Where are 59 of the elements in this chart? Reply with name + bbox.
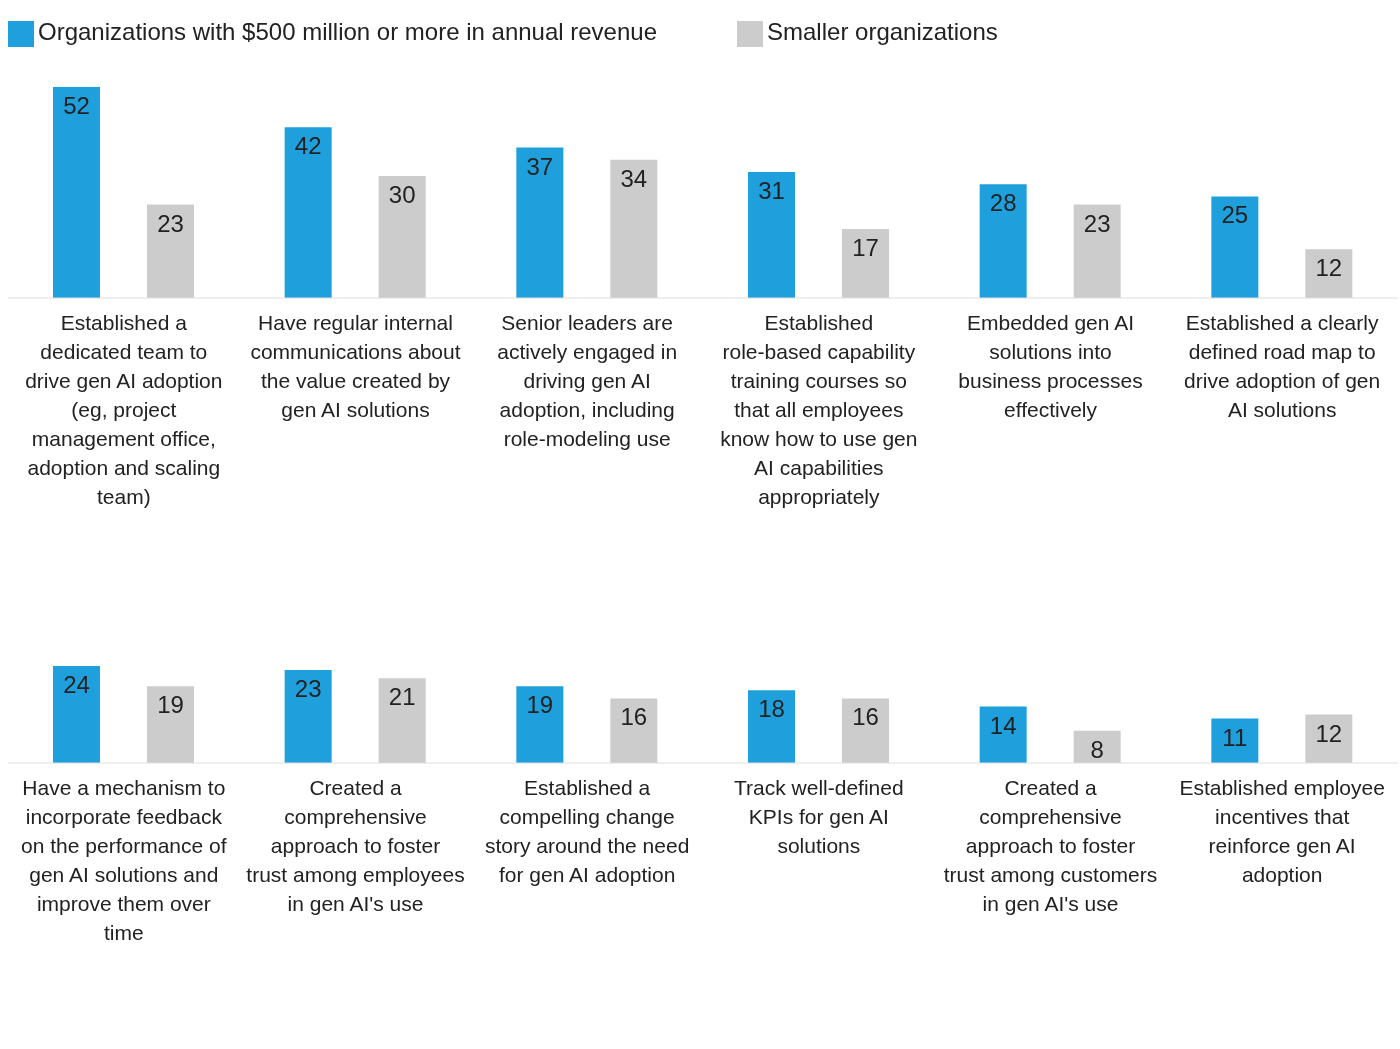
x-tick-label: Embedded gen AI solutions into business processes effectively	[958, 311, 1143, 421]
data-label: 8	[1090, 735, 1104, 763]
legend-label: Smaller organizations	[767, 18, 998, 45]
bar	[53, 86, 100, 298]
x-tick-label: Established a clearly defined road map to drive adoption of gen AI solutions	[1184, 311, 1381, 421]
data-label: 30	[388, 181, 416, 209]
bar	[842, 228, 889, 298]
bar	[1211, 196, 1259, 298]
x-tick-label: Senior leaders are actively engaged in driving gen AI adoption, including role-modeling use	[497, 311, 678, 450]
bar	[378, 678, 426, 763]
bar	[147, 204, 194, 298]
bar	[748, 690, 795, 763]
bar	[610, 698, 658, 763]
bar	[378, 176, 426, 298]
data-label: 19	[526, 691, 554, 719]
data-label: 12	[1315, 719, 1343, 747]
data-label: 12	[1315, 254, 1343, 282]
bar	[979, 706, 1027, 763]
data-label: 14	[989, 711, 1017, 739]
bar	[284, 670, 332, 763]
data-label: 18	[758, 695, 785, 723]
bar	[748, 172, 795, 298]
x-tick-label: Established role-based capability training courses so that all employees know how to use gen AI capabilities appropriately	[720, 311, 918, 508]
data-label: 42	[294, 132, 322, 160]
data-label: 37	[526, 152, 554, 180]
x-tick-label: Track well-defined KPIs for gen AI solutions	[734, 776, 904, 857]
bar	[610, 159, 658, 298]
x-tick-label: Established employee incentives that reinforce gen AI adoption	[1179, 776, 1385, 886]
bar	[516, 147, 564, 298]
data-label: 34	[620, 164, 648, 192]
bar	[1073, 204, 1121, 298]
data-label: 23	[1083, 209, 1111, 237]
x-tick-label: Established a compelling change story around the need for gen AI adoption	[485, 776, 690, 886]
bar	[842, 698, 889, 763]
data-label: 16	[620, 703, 648, 731]
data-label: 21	[388, 683, 416, 711]
data-label: 23	[157, 209, 184, 237]
bar	[147, 686, 194, 763]
data-label: 16	[852, 703, 879, 731]
bar	[53, 666, 100, 763]
bar	[1305, 249, 1353, 298]
data-label: 24	[63, 671, 90, 699]
x-tick-label: Created a comprehensive approach to foster trust among customers in gen AI's use	[943, 776, 1158, 915]
x-tick-label: Created a comprehensive approach to foster trust among employees in gen AI's use	[246, 776, 465, 915]
data-label: 23	[294, 675, 322, 703]
data-label: 17	[852, 233, 879, 261]
data-label: 52	[63, 91, 90, 119]
x-tick-label: Have regular internal communications about the value created by gen AI solutions	[250, 311, 461, 421]
bar	[284, 127, 332, 298]
data-label: 25	[1221, 201, 1249, 229]
data-label: 19	[157, 691, 184, 719]
x-tick-label: Established a dedicated team to drive gen AI adoption (eg, project management office, adoption and scaling team)	[25, 311, 223, 508]
data-label: 31	[758, 177, 785, 205]
data-label: 11	[1222, 723, 1248, 751]
legend-label: Organizations with $500 million or more in annual revenue	[38, 18, 658, 45]
bar	[516, 686, 564, 763]
bar	[979, 184, 1027, 298]
data-label: 28	[989, 189, 1017, 217]
x-tick-label: Have a mechanism to incorporate feedback on the performance of gen AI solutions and improve them over time	[21, 776, 227, 944]
